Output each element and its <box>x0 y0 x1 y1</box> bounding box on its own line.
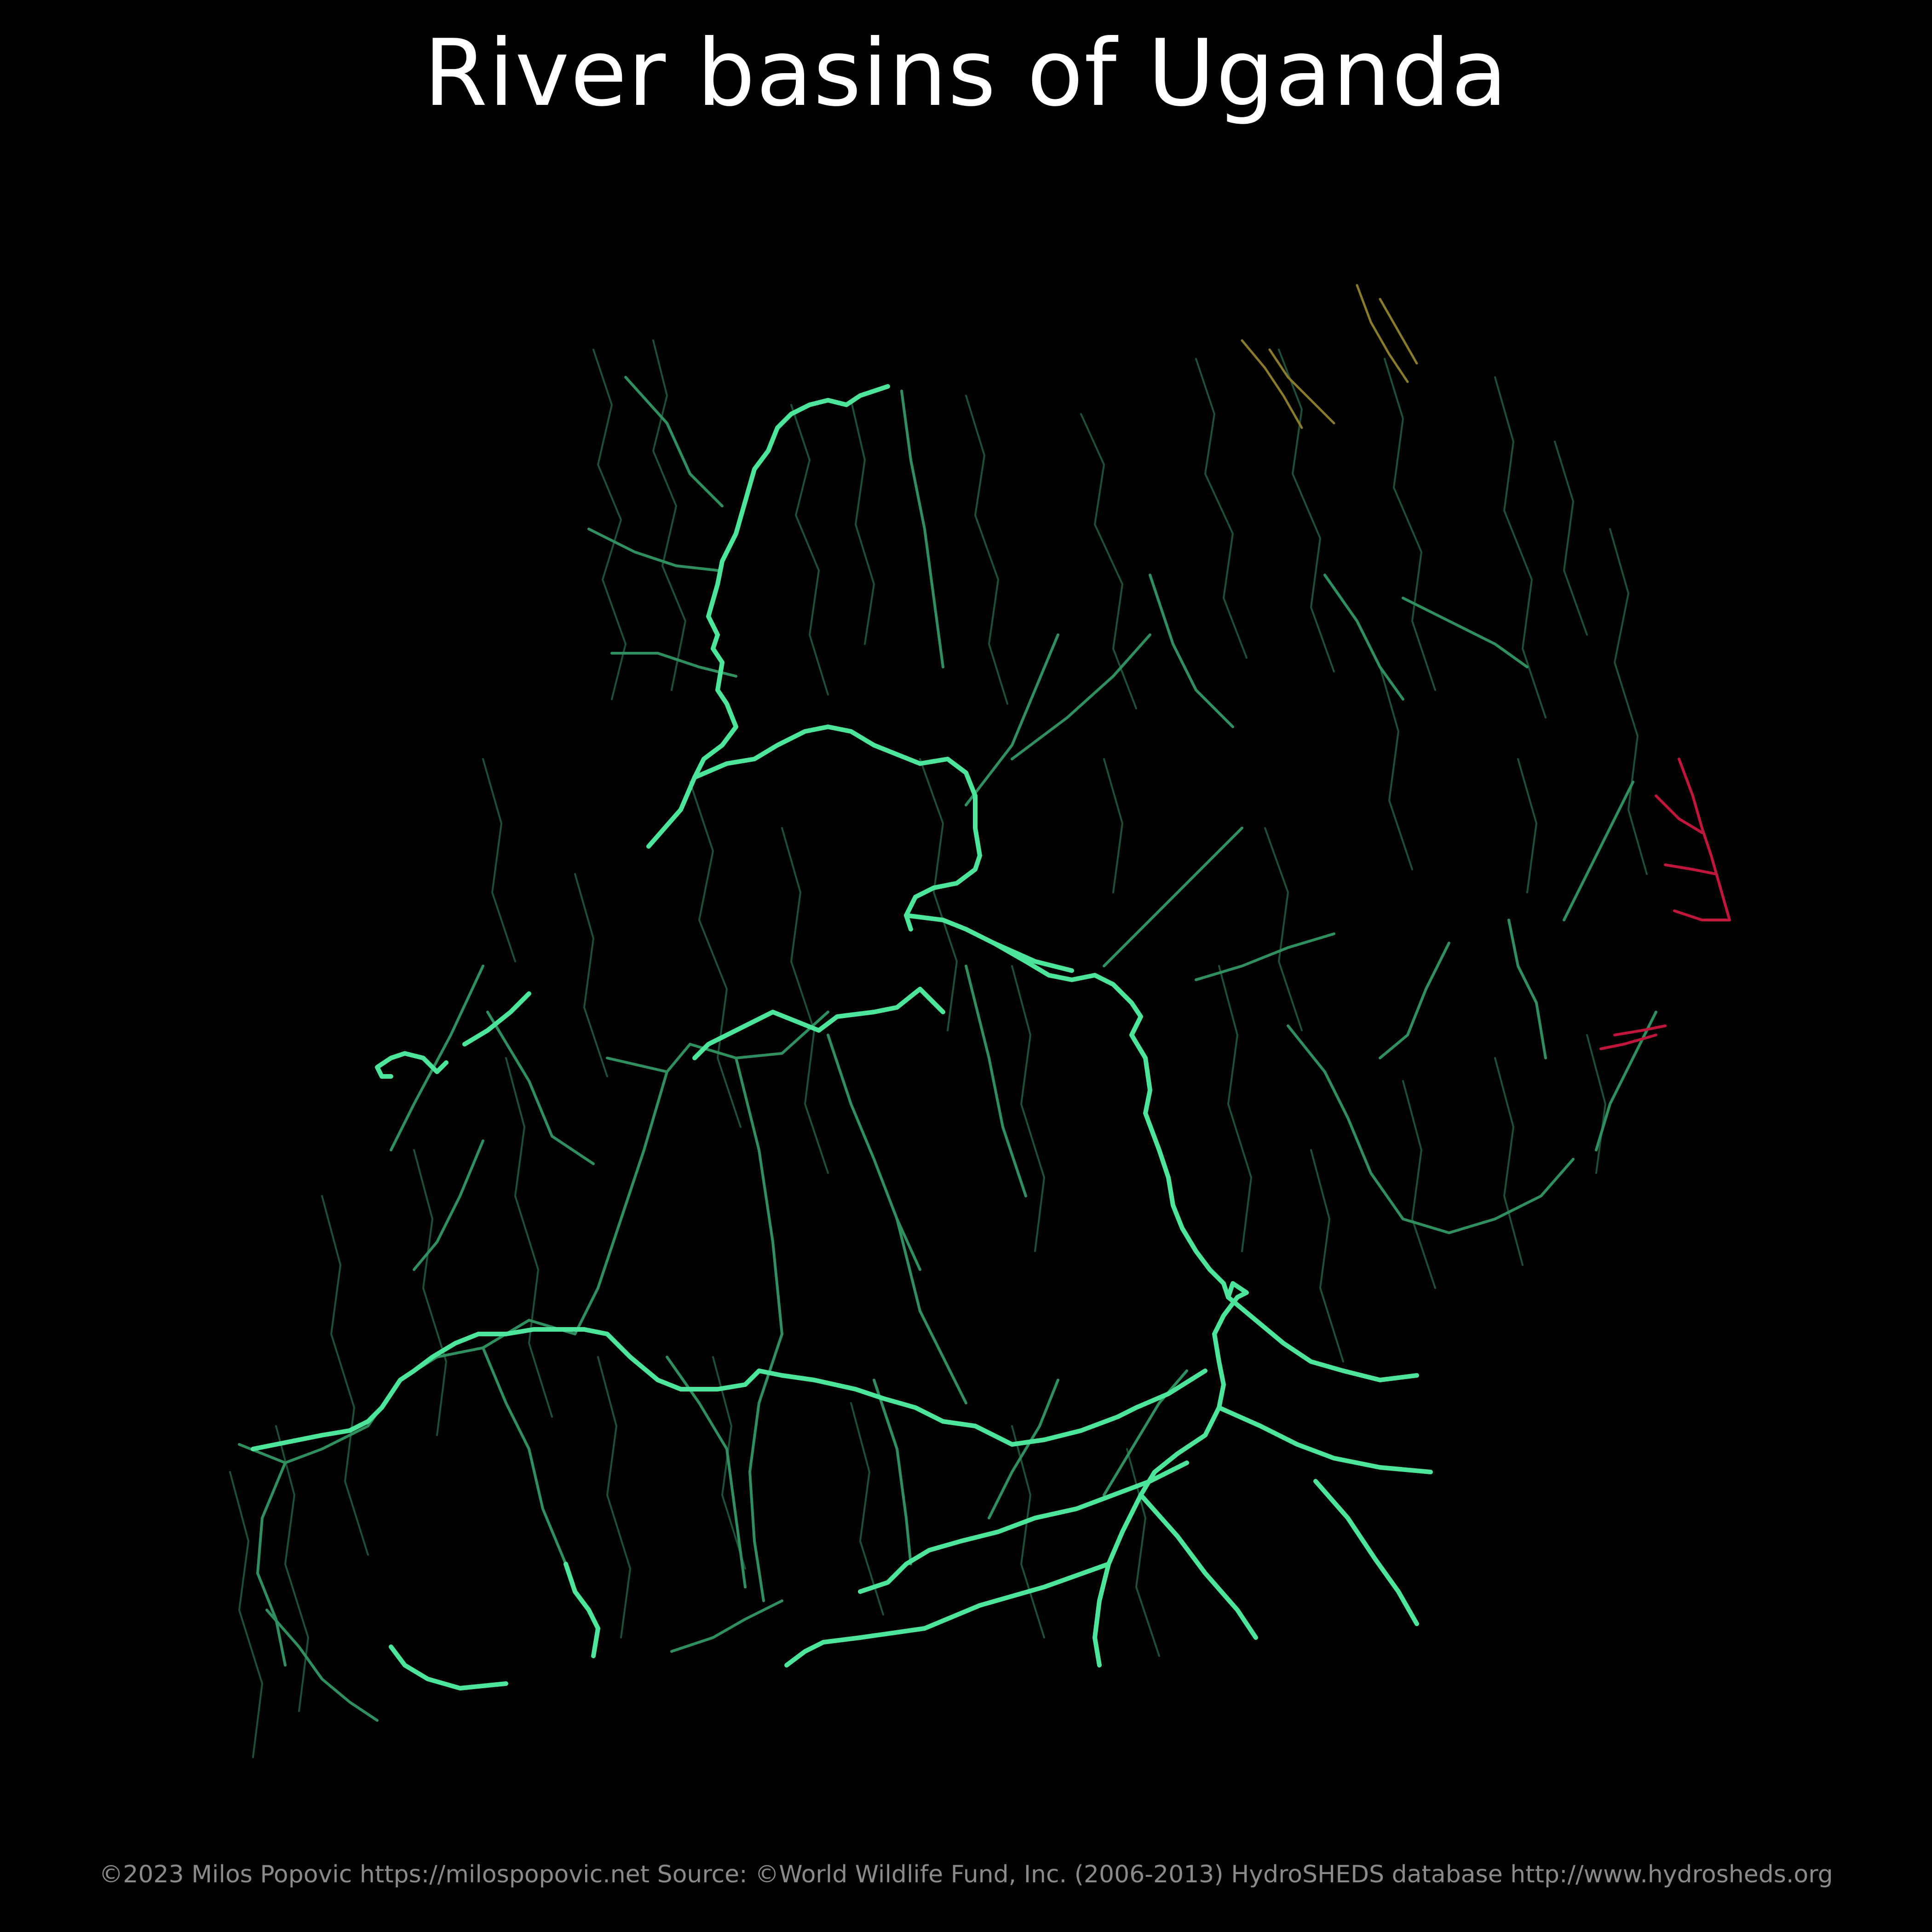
lower-victoria-nile <box>1138 1281 1249 1497</box>
victoria-nile <box>692 724 982 932</box>
aswa-nile-east <box>991 941 1074 973</box>
map-title: River basins of Uganda <box>423 20 1509 127</box>
tributaries <box>238 376 1657 1722</box>
main-rivers <box>251 384 1433 1690</box>
albert-nile <box>646 384 890 849</box>
fine-streams <box>229 339 1648 1758</box>
eastern-basin <box>1599 758 1731 1050</box>
source-credit: ©2023 Milos Popovic https://milospopovic… <box>99 1861 1833 1888</box>
northeast-basin <box>1241 284 1418 429</box>
kyoga-channel <box>904 913 1230 1300</box>
